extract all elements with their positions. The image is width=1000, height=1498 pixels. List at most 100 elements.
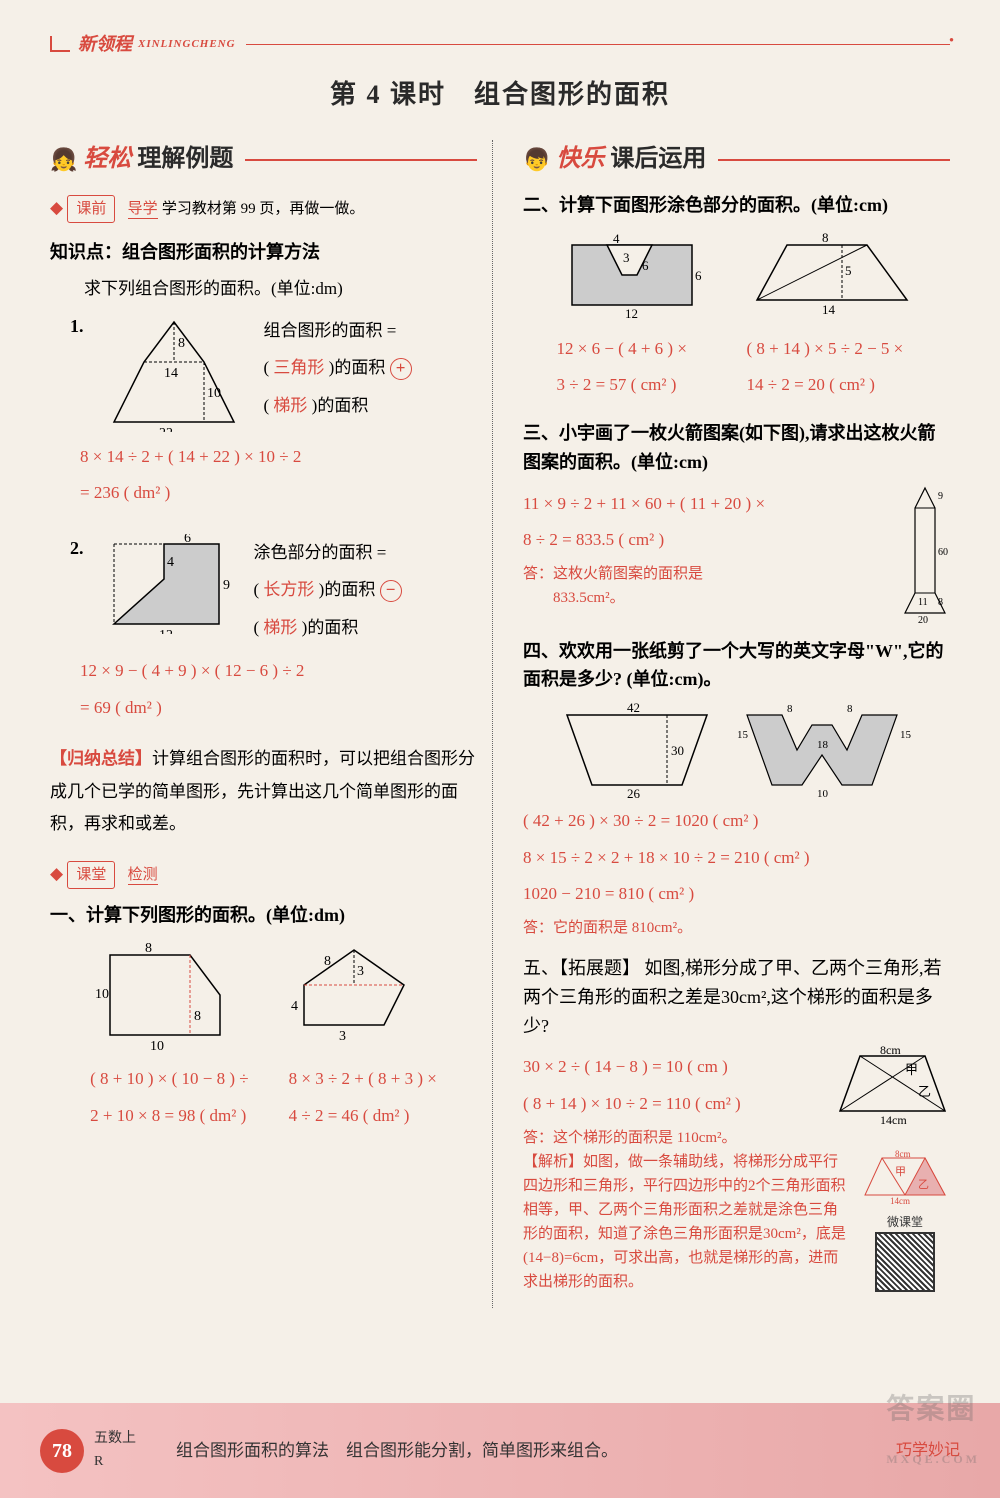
svg-text:8: 8 <box>178 336 185 351</box>
q4-heading: 四、欢欢用一张纸剪了一个大写的英文字母"W",它的面积是多少? (单位:cm)。 <box>523 637 950 695</box>
page-content: 新领程 XINLINGCHENG 第 4 课时 组合图形的面积 👧 轻松 理解例… <box>0 0 1000 1308</box>
svg-text:3: 3 <box>339 1029 346 1044</box>
summary: 【归纳总结】计算组合图形的面积时，可以把组合图形分成几个已学的简单图形，先计算出… <box>50 743 477 840</box>
p1-blank1: 三角形 <box>273 358 324 377</box>
q3-ans4: 833.5cm²。 <box>553 586 888 610</box>
section-happy-red: 快乐 <box>556 140 604 178</box>
p2-blank2: 梯形 <box>263 618 297 637</box>
intro-text: 求下列组合图形的面积。(单位:dm) <box>50 275 477 302</box>
section-easy-red: 轻松 <box>83 140 131 178</box>
svg-text:5: 5 <box>845 263 852 278</box>
svg-text:12: 12 <box>159 628 173 634</box>
svg-text:6: 6 <box>642 258 649 273</box>
svg-text:12: 12 <box>625 306 638 320</box>
svg-text:甲: 甲 <box>905 1062 918 1077</box>
svg-text:11: 11 <box>918 597 928 608</box>
underline2 <box>718 159 950 161</box>
svg-text:15: 15 <box>900 729 912 741</box>
p2-tail1: 的面积 <box>324 580 375 599</box>
svg-text:8: 8 <box>787 703 793 715</box>
svg-text:14: 14 <box>164 366 178 381</box>
svg-text:10: 10 <box>207 386 221 401</box>
footer-motto: 组合图形面积的算法 组合图形能分割，简单图形来组合。 <box>176 1437 618 1464</box>
q1-heading: 一、计算下列图形的面积。(单位:dm) <box>50 901 477 930</box>
q1-ans1a: ( 8 + 10 ) × ( 10 − 8 ) ÷ <box>90 1064 249 1095</box>
q4-ans2: 8 × 15 ÷ 2 × 2 + 18 × 10 ÷ 2 = 210 ( cm²… <box>523 843 950 874</box>
q1-fig2: 8 3 4 3 <box>289 940 419 1050</box>
study-note: 学习教材第 99 页，再做一做。 <box>162 201 365 217</box>
watermark-sub: MXQE.COM <box>886 1452 980 1466</box>
q2-ans2b: 14 ÷ 2 = 20 ( cm² ) <box>747 370 917 401</box>
p1-figure: 8 14 10 22 <box>104 312 244 432</box>
tag-inclass: 课堂 <box>67 861 115 889</box>
q4-trapezoid: 42 30 26 <box>557 700 717 800</box>
brand-name: 新领程 <box>78 30 132 59</box>
svg-text:4: 4 <box>613 231 620 246</box>
q1-fig1: 8 10 8 10 <box>90 940 230 1050</box>
q5-ans3: 答：这个梯形的面积是 110cm²。 <box>523 1126 820 1150</box>
svg-text:9: 9 <box>938 491 943 502</box>
p2-calc1: 12 × 9 − ( 4 + 9 ) × ( 12 − 6 ) ÷ 2 <box>80 656 477 687</box>
svg-text:60: 60 <box>938 547 948 558</box>
svg-text:8cm: 8cm <box>895 1150 911 1159</box>
p2-num: 2. <box>70 534 84 563</box>
svg-text:26: 26 <box>627 786 641 800</box>
section-happy-header: 👦 快乐 课后运用 <box>523 140 950 178</box>
brand-header: 新领程 XINLINGCHENG <box>50 30 950 59</box>
q5-ans2: ( 8 + 14 ) × 10 ÷ 2 = 110 ( cm² ) <box>523 1089 820 1120</box>
p2-tail2: 的面积 <box>307 618 358 637</box>
p1-tail1: 的面积 <box>334 358 385 377</box>
edition-label: R <box>94 1454 103 1469</box>
q3-ans2: 8 ÷ 2 = 833.5 ( cm² ) <box>523 525 888 556</box>
tag-preclass-sub: 导学 <box>128 201 158 219</box>
p1-blank2: 梯形 <box>273 396 307 415</box>
svg-text:30: 30 <box>671 743 684 758</box>
svg-text:15: 15 <box>737 729 749 741</box>
svg-text:8cm: 8cm <box>880 1046 901 1057</box>
q5-mini-figure: 甲 乙 8cm 14cm <box>860 1150 950 1205</box>
q4-ans1: ( 42 + 26 ) × 30 ÷ 2 = 1020 ( cm² ) <box>523 806 950 837</box>
q5-figure: 8cm 甲 乙 14cm <box>830 1046 950 1126</box>
section-happy-black: 课后运用 <box>610 140 706 178</box>
svg-text:42: 42 <box>627 700 640 715</box>
q3-heading: 三、小宇画了一枚火箭图案(如下图),请求出这枚火箭图案的面积。(单位:cm) <box>523 419 950 477</box>
p1-num: 1. <box>70 312 84 341</box>
q4-w-shape: 8 8 15 15 18 10 <box>737 700 917 800</box>
brand-line <box>246 44 950 45</box>
underline <box>245 159 477 161</box>
q2-heading: 二、计算下面图形涂色部分的面积。(单位:cm) <box>523 191 950 220</box>
q1-ans2b: 4 ÷ 2 = 46 ( dm² ) <box>289 1101 437 1132</box>
q5-block: 五、【拓展题】 如图,梯形分成了甲、乙两个三角形,若两个三角形的面积之差是30c… <box>523 954 950 1294</box>
pre-class-tag: ◆ 课前 导学 学习教材第 99 页，再做一做。 <box>50 194 477 223</box>
book-icon <box>50 36 70 52</box>
q4-block: 四、欢欢用一张纸剪了一个大写的英文字母"W",它的面积是多少? (单位:cm)。… <box>523 637 950 940</box>
svg-text:6: 6 <box>695 268 702 283</box>
watermark: 答案圈 MXQE.COM <box>886 1388 980 1478</box>
grade-label: 五数上 <box>94 1431 136 1446</box>
svg-text:10: 10 <box>95 987 109 1002</box>
svg-text:18: 18 <box>817 739 829 751</box>
q3-block: 三、小宇画了一枚火箭图案(如下图),请求出这枚火箭图案的面积。(单位:cm) 1… <box>523 419 950 623</box>
in-class-tag: ◆ 课堂 检测 <box>50 860 477 889</box>
boy-icon: 👦 <box>523 142 550 177</box>
lesson-title: 第 4 课时 组合图形的面积 <box>50 74 950 116</box>
svg-text:8: 8 <box>938 597 943 608</box>
p1-tail2: 的面积 <box>317 396 368 415</box>
qr-code-icon <box>875 1232 935 1292</box>
svg-text:8: 8 <box>145 941 152 956</box>
q5-explain-text: 如图，做一条辅助线，将梯形分成平行四边形和三角形，平行四边形中的2个三角形面积相… <box>523 1154 846 1290</box>
p2-blank1: 长方形 <box>263 580 314 599</box>
q4-ans3: 1020 − 210 = 810 ( cm² ) <box>523 879 950 910</box>
svg-text:4: 4 <box>167 555 174 570</box>
page-number: 78 <box>40 1429 84 1473</box>
brand-pinyin: XINLINGCHENG <box>138 36 236 54</box>
q3-rocket: 9 60 11 8 20 <box>900 483 950 623</box>
svg-text:8: 8 <box>324 954 331 969</box>
summary-tag: 【归纳总结】 <box>50 749 152 768</box>
svg-text:8: 8 <box>194 1009 201 1024</box>
page-grade: 五数上 R <box>94 1428 136 1473</box>
q5-heading: 五、【拓展题】 如图,梯形分成了甲、乙两个三角形,若两个三角形的面积之差是30c… <box>523 954 950 1040</box>
p1-lead: 组合图形的面积 = <box>264 321 397 340</box>
page-footer: 78 五数上 R 组合图形面积的算法 组合图形能分割，简单图形来组合。 巧学妙记 <box>0 1403 1000 1498</box>
tag-inclass-sub: 检测 <box>128 867 158 885</box>
